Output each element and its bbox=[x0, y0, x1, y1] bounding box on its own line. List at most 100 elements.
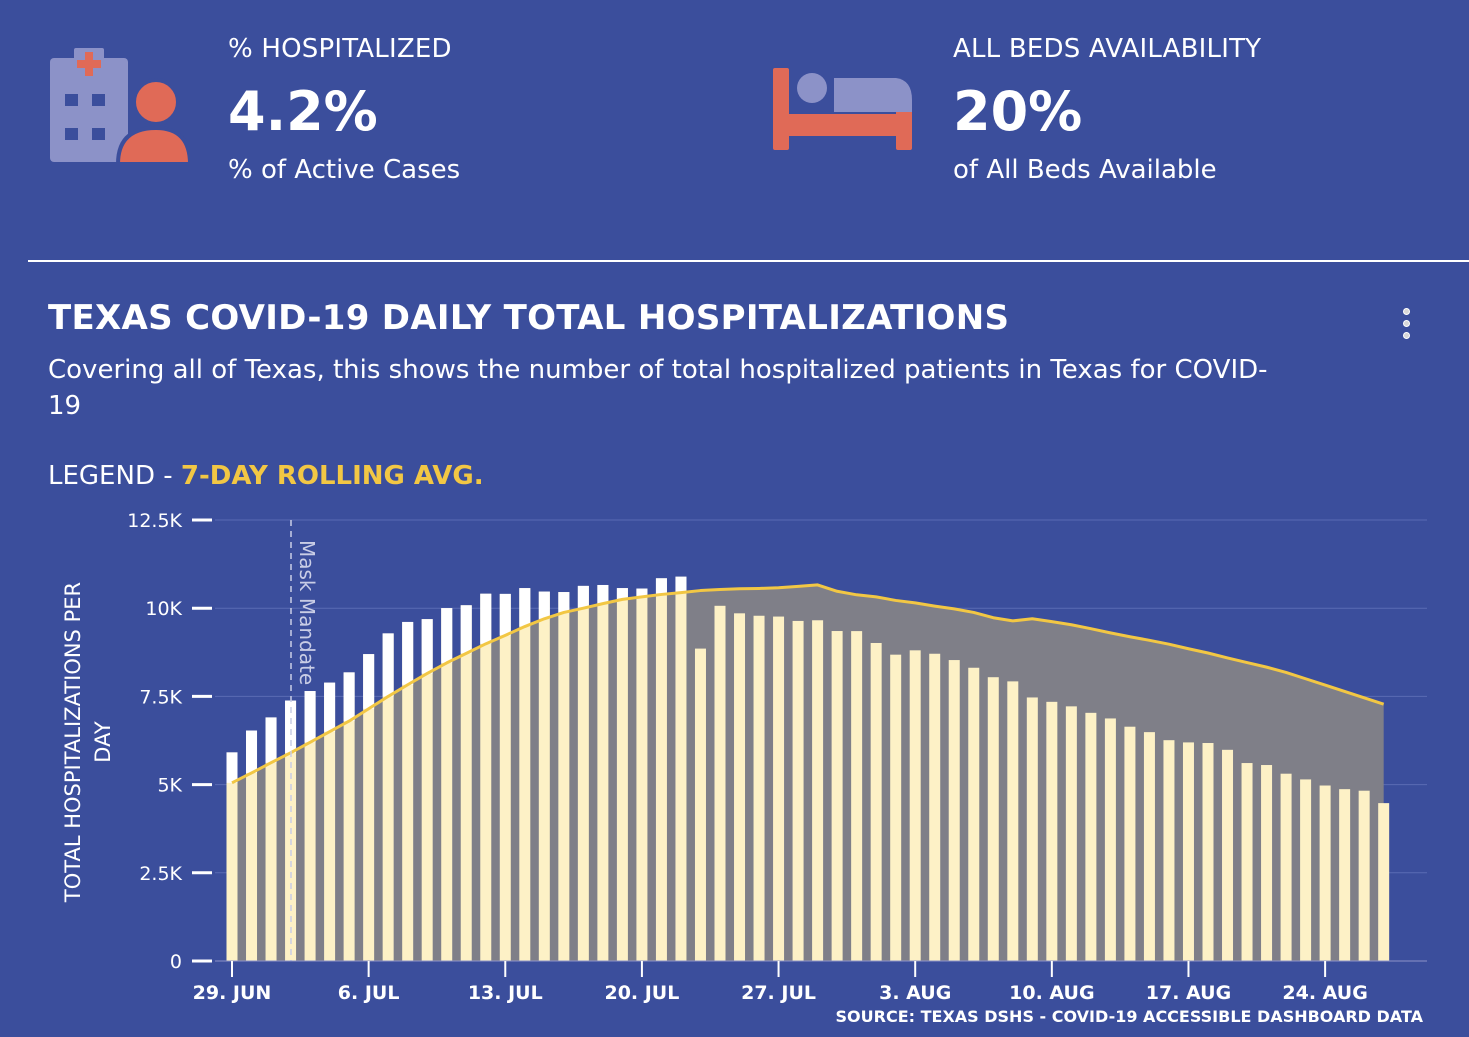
bar-above-avg bbox=[655, 578, 667, 595]
bar bbox=[929, 653, 941, 961]
bar bbox=[265, 717, 277, 961]
bar-above-avg bbox=[343, 672, 355, 722]
bar-above-avg bbox=[304, 691, 316, 743]
bar bbox=[773, 616, 785, 961]
bar-above-avg bbox=[460, 605, 472, 654]
x-tick-label: 6. JUL bbox=[338, 982, 400, 1004]
y-tick-label: 0 bbox=[170, 951, 182, 973]
x-tick-label: 10. AUG bbox=[1009, 982, 1094, 1004]
rolling-avg-line bbox=[231, 583, 1385, 785]
y-tick-label: 7.5K bbox=[139, 686, 182, 708]
bar bbox=[363, 654, 375, 961]
bar bbox=[597, 584, 609, 961]
bar bbox=[831, 631, 843, 961]
bar bbox=[499, 593, 511, 961]
bar bbox=[480, 593, 492, 961]
bar bbox=[851, 631, 863, 961]
bar bbox=[1358, 790, 1370, 961]
bar-above-avg bbox=[421, 619, 433, 674]
bar bbox=[343, 672, 355, 961]
bar bbox=[304, 691, 316, 961]
x-tick-label: 27. JUL bbox=[741, 982, 816, 1004]
stat-value: 20% bbox=[953, 80, 1083, 143]
bar-above-avg bbox=[363, 654, 375, 709]
x-tick-label: 29. JUN bbox=[193, 982, 272, 1004]
chart-menu-button[interactable] bbox=[1392, 308, 1420, 348]
bar bbox=[1261, 765, 1273, 961]
bar bbox=[1300, 779, 1312, 961]
x-tick-label: 17. AUG bbox=[1146, 982, 1231, 1004]
bar bbox=[421, 619, 433, 961]
more-vertical-icon bbox=[1402, 320, 1410, 327]
bar-above-avg bbox=[480, 593, 492, 644]
x-tick-label: 24. AUG bbox=[1282, 982, 1367, 1004]
bar-above-avg bbox=[265, 717, 277, 763]
chart-source: SOURCE: TEXAS DSHS - COVID-19 ACCESSIBLE… bbox=[835, 1007, 1423, 1026]
bar-above-avg bbox=[675, 576, 687, 593]
y-axis-label: TOTAL HOSPITALIZATIONS PER DAY bbox=[61, 582, 115, 903]
bar bbox=[792, 620, 804, 961]
bar bbox=[734, 613, 746, 961]
bar bbox=[694, 648, 706, 961]
bar bbox=[538, 591, 550, 961]
bar bbox=[909, 650, 921, 961]
bar bbox=[1182, 742, 1194, 961]
y-tick-label: 5K bbox=[157, 775, 182, 797]
bar-above-avg bbox=[441, 608, 453, 663]
bar-above-avg bbox=[226, 752, 238, 783]
bar bbox=[1143, 732, 1155, 961]
bar bbox=[1202, 743, 1214, 961]
bar bbox=[1222, 749, 1234, 961]
x-tick-label: 20. JUL bbox=[604, 982, 679, 1004]
bar-above-avg bbox=[382, 633, 394, 697]
bar bbox=[1046, 701, 1058, 961]
bar-above-avg bbox=[597, 584, 609, 604]
bar bbox=[1007, 681, 1019, 961]
bar bbox=[1065, 706, 1077, 961]
y-tick-label: 10K bbox=[145, 598, 182, 620]
more-vertical-icon bbox=[1402, 332, 1410, 339]
x-tick-label: 3. AUG bbox=[879, 982, 951, 1004]
bar bbox=[402, 621, 414, 961]
bar bbox=[655, 578, 667, 961]
bar bbox=[870, 642, 882, 961]
section-divider bbox=[28, 260, 1469, 262]
bar bbox=[1319, 785, 1331, 961]
bar-above-avg bbox=[558, 592, 570, 613]
bar bbox=[714, 605, 726, 961]
bar bbox=[616, 588, 628, 961]
stat-label: ALL BEDS AVAILABILITY bbox=[953, 34, 1262, 64]
bar bbox=[324, 682, 336, 961]
bar bbox=[1163, 740, 1175, 961]
bar bbox=[1280, 773, 1292, 961]
bar bbox=[1026, 697, 1038, 961]
bar-above-avg bbox=[616, 588, 628, 600]
legend-prefix: LEGEND - bbox=[48, 461, 181, 491]
stat-value: 4.2% bbox=[228, 80, 378, 143]
bar bbox=[246, 730, 258, 961]
more-vertical-icon bbox=[1402, 308, 1410, 315]
bar-above-avg bbox=[246, 730, 258, 773]
bar bbox=[812, 620, 824, 961]
bar-above-avg bbox=[324, 682, 336, 732]
legend-item-rolling-avg[interactable]: 7-DAY ROLLING AVG. bbox=[180, 461, 484, 491]
bar bbox=[948, 660, 960, 961]
bar bbox=[226, 752, 238, 961]
bar bbox=[890, 654, 902, 961]
bar-above-avg bbox=[577, 585, 589, 609]
bar-above-avg bbox=[538, 591, 550, 619]
bar bbox=[441, 608, 453, 961]
bar bbox=[1124, 726, 1136, 961]
bar bbox=[577, 585, 589, 961]
bar bbox=[1241, 763, 1253, 961]
bar bbox=[519, 588, 531, 961]
bar-above-avg bbox=[636, 588, 648, 597]
bar-above-avg bbox=[285, 700, 297, 753]
bar bbox=[968, 667, 980, 961]
bar bbox=[460, 605, 472, 961]
y-tick-label: 2.5K bbox=[139, 863, 182, 885]
hospital-patient-icon bbox=[50, 48, 190, 166]
x-tick-label: 13. JUL bbox=[468, 982, 543, 1004]
bar-above-avg bbox=[499, 593, 511, 636]
